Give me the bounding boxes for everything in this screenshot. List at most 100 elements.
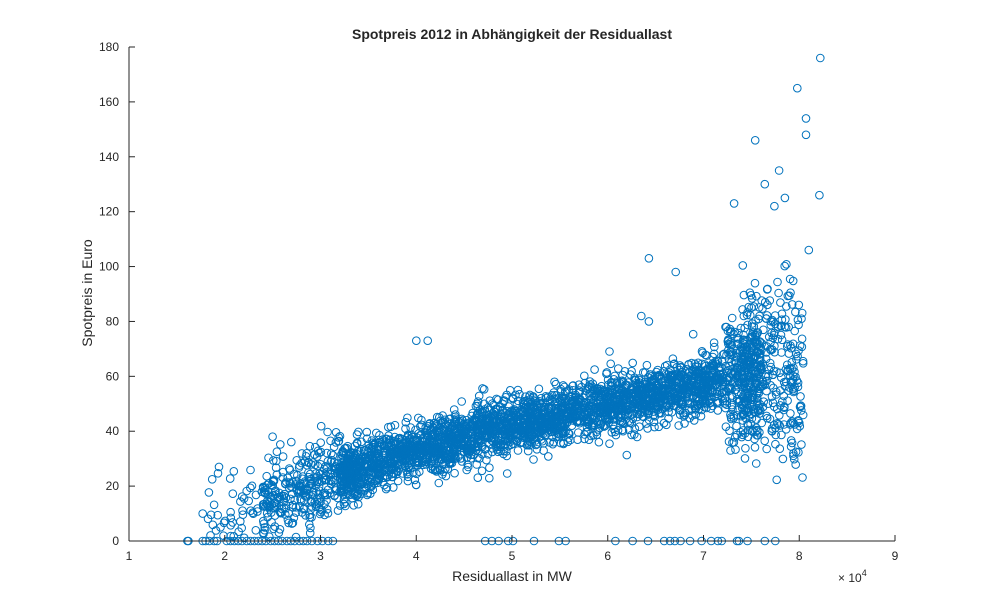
scatter-point — [793, 83, 802, 93]
scatter-point — [680, 390, 690, 400]
scatter-point — [323, 427, 332, 437]
scatter-point — [345, 465, 354, 475]
scatter-point — [366, 463, 375, 473]
scatter-point — [270, 487, 280, 497]
scatter-point — [752, 423, 761, 433]
scatter-point — [548, 439, 558, 449]
scatter-point — [707, 394, 716, 404]
scatter-point — [544, 452, 553, 461]
scatter-point — [789, 449, 798, 458]
scatter-point — [490, 434, 499, 444]
scatter-point — [292, 456, 302, 465]
scatter-point — [260, 489, 270, 498]
scatter-point — [412, 469, 421, 479]
scatter-point — [725, 327, 735, 337]
scatter-point — [762, 444, 772, 454]
scatter-point — [767, 392, 777, 401]
scatter-point — [204, 488, 214, 497]
scatter-point — [479, 385, 489, 394]
scatter-point — [594, 437, 604, 447]
scatter-point — [378, 439, 387, 449]
scatter-point — [580, 430, 589, 439]
scatter-point — [770, 311, 780, 320]
scatter-point — [269, 503, 279, 513]
scatter-point — [766, 381, 775, 390]
scatter-point — [715, 366, 724, 375]
scatter-point — [774, 288, 783, 298]
scatter-point — [764, 372, 773, 381]
scatter-point — [274, 488, 284, 498]
scatter-point — [773, 277, 782, 287]
scatter-point — [556, 387, 566, 396]
scatter-point — [237, 492, 247, 501]
scatter-point — [353, 468, 362, 477]
scatter-point — [238, 506, 247, 516]
scatter-point — [363, 471, 372, 481]
scatter-point — [759, 325, 768, 335]
scatter-point — [513, 396, 523, 406]
scatter-point — [687, 411, 697, 420]
scatter-point — [749, 386, 759, 395]
scatter-point — [782, 260, 791, 269]
scatter-point — [275, 525, 285, 534]
scatter-point — [412, 433, 422, 443]
scatter-point — [596, 399, 606, 408]
scatter-point — [722, 400, 732, 410]
scatter-point — [724, 437, 734, 446]
scatter-point — [561, 427, 570, 437]
scatter-point — [739, 397, 748, 407]
scatter-point — [792, 424, 802, 434]
scatter-point — [580, 371, 589, 381]
scatter-point — [630, 430, 639, 439]
scatter-point — [558, 427, 567, 437]
scatter-point — [262, 499, 271, 508]
y-tick-label: 0 — [112, 534, 119, 548]
scatter-point — [357, 437, 366, 447]
scatter-point — [631, 375, 641, 385]
scatter-point — [784, 322, 794, 332]
scatter-point — [726, 410, 735, 420]
scatter-point — [743, 308, 752, 317]
scatter-point — [610, 385, 620, 395]
scatter-point — [214, 462, 224, 472]
scatter-point — [745, 288, 755, 298]
scatter-point — [225, 474, 235, 483]
scatter-point — [314, 503, 324, 512]
scatter-point — [731, 445, 740, 454]
scatter-point — [560, 387, 570, 397]
scatter-point — [520, 429, 529, 439]
scatter-point — [480, 405, 490, 414]
scatter-point — [694, 404, 704, 414]
scatter-point — [669, 360, 679, 369]
scatter-point — [439, 427, 449, 436]
scatter-point — [523, 446, 533, 456]
scatter-point — [743, 320, 752, 330]
scatter-point — [633, 403, 643, 413]
scatter-point — [602, 368, 612, 377]
scatter-point — [305, 441, 315, 451]
scatter-point — [502, 451, 512, 461]
scatter-point — [485, 473, 494, 483]
scatter-point — [401, 424, 410, 434]
scatter-point — [334, 433, 344, 442]
scatter-point — [497, 426, 506, 436]
scatter-point — [739, 336, 748, 346]
scatter-point — [284, 518, 293, 528]
scatter-point — [780, 261, 790, 271]
scatter-point — [613, 403, 623, 413]
scatter-point — [816, 53, 825, 63]
scatter-point — [483, 417, 493, 426]
scatter-point — [787, 438, 797, 448]
scatter-point — [670, 359, 679, 369]
scatter-point — [573, 417, 582, 427]
scatter-point — [368, 442, 377, 452]
scatter-point — [421, 441, 431, 451]
x-tick-label: 5 — [509, 549, 516, 563]
scatter-point — [532, 422, 541, 432]
scatter-point — [590, 411, 600, 420]
scatter-point — [260, 525, 269, 535]
scatter-point — [729, 199, 739, 208]
scatter-point — [229, 532, 238, 541]
scatter-point — [520, 426, 529, 435]
